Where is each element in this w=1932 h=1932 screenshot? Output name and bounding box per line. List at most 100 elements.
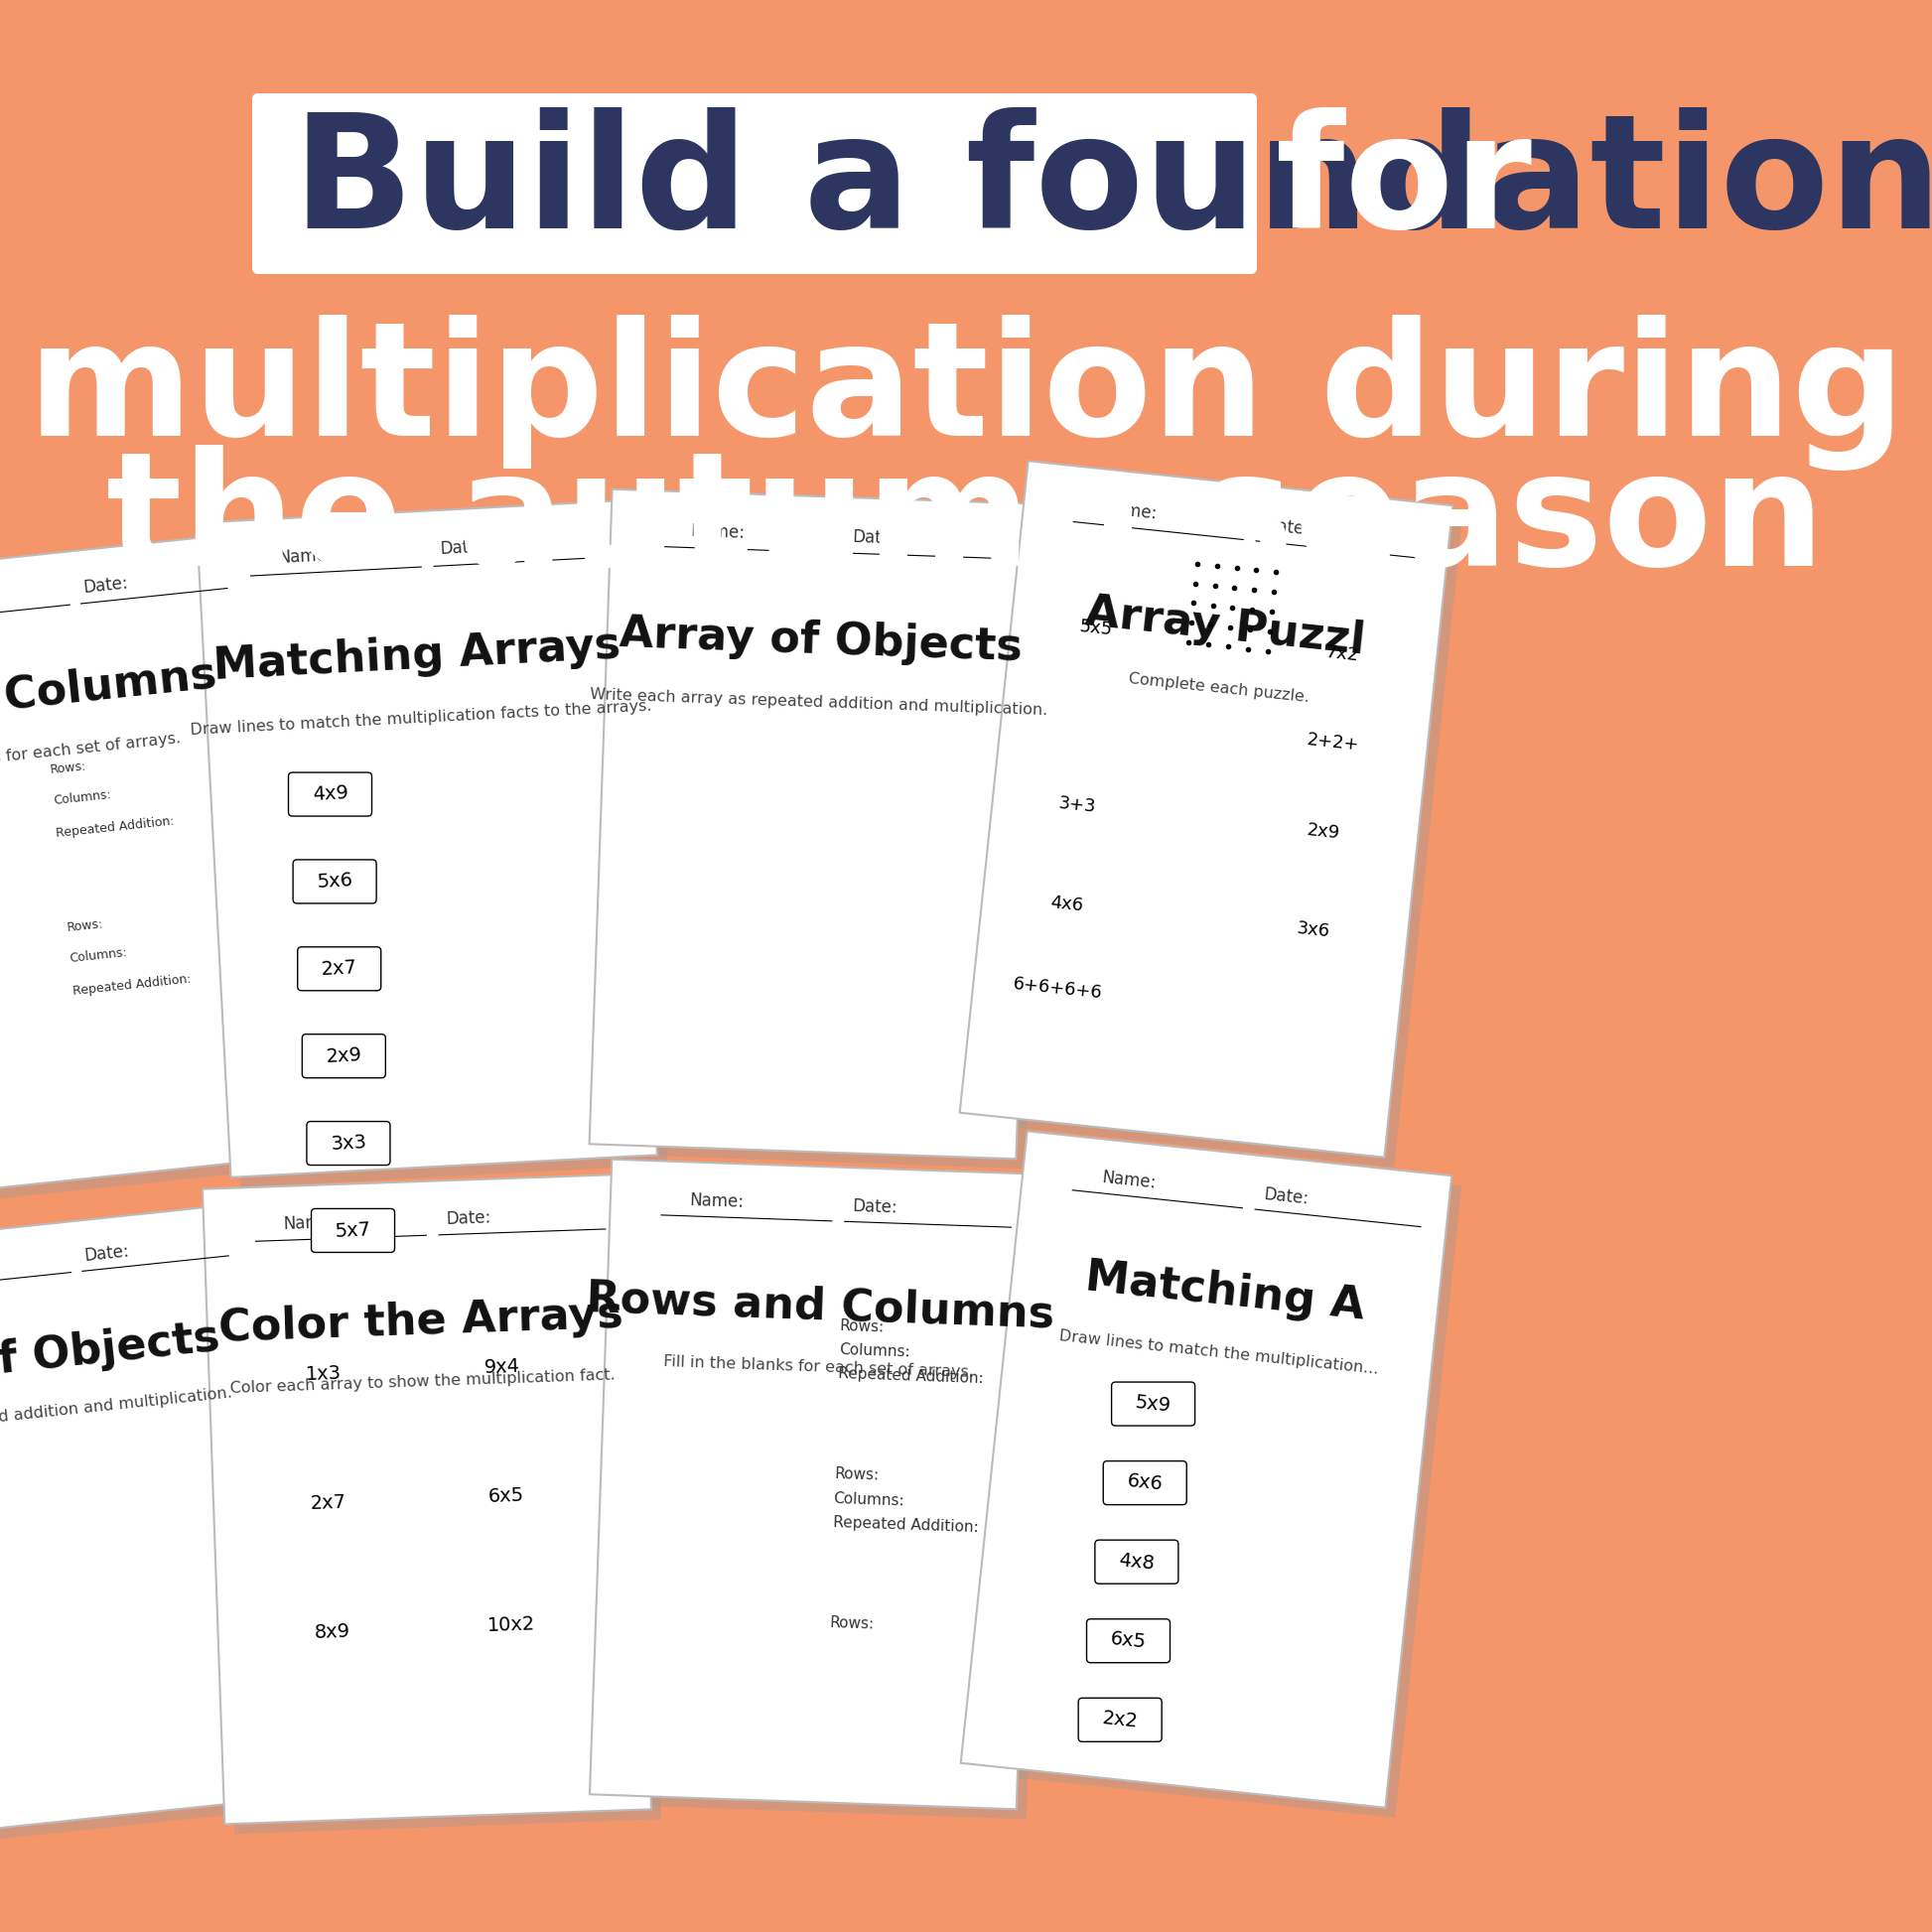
- Text: Write each array as repeated addition and multiplication.: Write each array as repeated addition an…: [589, 688, 1047, 719]
- FancyBboxPatch shape: [298, 947, 381, 991]
- Text: 2+2+: 2+2+: [1306, 730, 1360, 753]
- Text: 6+6+6+6: 6+6+6+6: [1012, 974, 1103, 1003]
- FancyBboxPatch shape: [1111, 1381, 1194, 1426]
- Text: 9x4: 9x4: [483, 1358, 520, 1378]
- Text: Date:: Date:: [83, 1242, 129, 1265]
- Polygon shape: [599, 498, 1049, 1169]
- FancyBboxPatch shape: [1103, 1461, 1186, 1505]
- Text: 5x9: 5x9: [1134, 1393, 1173, 1414]
- Text: 2x2: 2x2: [1101, 1708, 1140, 1731]
- Text: Matching A: Matching A: [1084, 1256, 1366, 1329]
- Text: Color the Arrays: Color the Arrays: [218, 1293, 624, 1350]
- Text: Date:: Date:: [446, 1208, 491, 1227]
- Text: nks for each set of arrays.: nks for each set of arrays.: [0, 730, 182, 767]
- Text: 4x6: 4x6: [1049, 895, 1084, 916]
- Polygon shape: [213, 1184, 661, 1833]
- Text: 2x7: 2x7: [309, 1493, 346, 1513]
- Text: Array of Objects: Array of Objects: [618, 612, 1022, 668]
- Text: Complete each puzzle.: Complete each puzzle.: [1128, 672, 1310, 705]
- FancyBboxPatch shape: [311, 1209, 394, 1252]
- Text: Name:: Name:: [690, 1192, 744, 1211]
- Polygon shape: [970, 1142, 1463, 1818]
- Text: Name:: Name:: [1103, 500, 1159, 524]
- Text: Rows and Columns: Rows and Columns: [585, 1277, 1055, 1335]
- Polygon shape: [589, 1159, 1039, 1808]
- Text: Rows:: Rows:: [50, 759, 87, 777]
- Text: Repeated Addition:: Repeated Addition:: [833, 1515, 978, 1534]
- Text: 4x8: 4x8: [1119, 1551, 1155, 1573]
- Polygon shape: [197, 500, 657, 1177]
- Text: 5x7: 5x7: [334, 1221, 371, 1240]
- Text: 4x9: 4x9: [311, 784, 348, 804]
- Text: Color each array to show the multiplication fact.: Color each array to show the multiplicat…: [230, 1368, 616, 1395]
- Text: 5x5: 5x5: [1078, 616, 1113, 638]
- Polygon shape: [0, 533, 309, 1194]
- Text: Date:: Date:: [440, 539, 487, 558]
- Polygon shape: [203, 1175, 651, 1824]
- Text: 6x5: 6x5: [1109, 1629, 1148, 1652]
- Text: Build a foundation: Build a foundation: [294, 106, 1932, 261]
- Polygon shape: [0, 1204, 307, 1835]
- Text: nd Columns: nd Columns: [0, 653, 218, 726]
- Text: 3x3: 3x3: [330, 1132, 367, 1153]
- Polygon shape: [970, 471, 1463, 1167]
- Polygon shape: [589, 489, 1039, 1159]
- Text: 10x2: 10x2: [487, 1615, 535, 1636]
- Text: Date:: Date:: [83, 574, 129, 597]
- Text: Date:: Date:: [1264, 1186, 1310, 1208]
- Text: y of Objects: y of Objects: [0, 1316, 222, 1389]
- Text: for: for: [1275, 106, 1532, 261]
- Text: Fill in the blanks for each set of arrays.: Fill in the blanks for each set of array…: [663, 1354, 974, 1379]
- Text: Columns:: Columns:: [52, 788, 112, 808]
- Text: 6x5: 6x5: [489, 1486, 526, 1507]
- Text: 2x9: 2x9: [1306, 821, 1341, 842]
- Text: the autumn season: the autumn season: [106, 444, 1826, 599]
- FancyBboxPatch shape: [307, 1121, 390, 1165]
- Text: Date:: Date:: [852, 527, 898, 547]
- FancyBboxPatch shape: [294, 860, 377, 904]
- FancyBboxPatch shape: [1086, 1619, 1171, 1663]
- Text: Rows:: Rows:: [66, 918, 104, 935]
- Text: Matching Arrays: Matching Arrays: [213, 624, 622, 688]
- Text: 8x9: 8x9: [313, 1621, 350, 1642]
- Text: s repeated addition and multiplication.: s repeated addition and multiplication.: [0, 1385, 232, 1434]
- Text: multiplication during: multiplication during: [27, 315, 1905, 469]
- Text: 3+3: 3+3: [1057, 794, 1097, 817]
- Text: 7x2: 7x2: [1325, 643, 1360, 665]
- Text: Repeated Addition:: Repeated Addition:: [56, 815, 176, 840]
- Text: Rows:: Rows:: [835, 1466, 879, 1484]
- Text: Draw lines to match the multiplication...: Draw lines to match the multiplication..…: [1059, 1329, 1379, 1378]
- Text: 2x9: 2x9: [325, 1045, 363, 1066]
- Text: Array Puzzl: Array Puzzl: [1084, 591, 1368, 663]
- Text: Name:: Name:: [278, 547, 332, 566]
- Polygon shape: [960, 1130, 1451, 1808]
- Text: Rows:: Rows:: [829, 1615, 875, 1633]
- Polygon shape: [207, 510, 667, 1186]
- Text: Date:: Date:: [1264, 516, 1310, 539]
- Text: Name:: Name:: [1101, 1169, 1157, 1192]
- Text: 5x6: 5x6: [317, 871, 354, 893]
- Polygon shape: [599, 1169, 1049, 1820]
- Text: Repeated Addition:: Repeated Addition:: [838, 1366, 983, 1385]
- FancyBboxPatch shape: [301, 1034, 386, 1078]
- Text: Repeated Addition:: Repeated Addition:: [71, 972, 191, 999]
- Text: Name:: Name:: [690, 522, 746, 543]
- Text: 1x3: 1x3: [305, 1364, 342, 1383]
- FancyBboxPatch shape: [253, 93, 1258, 274]
- Polygon shape: [960, 462, 1453, 1157]
- Text: Date:: Date:: [852, 1198, 898, 1217]
- Text: Rows:: Rows:: [840, 1318, 885, 1335]
- Text: 2x7: 2x7: [321, 958, 357, 980]
- FancyBboxPatch shape: [1095, 1540, 1179, 1584]
- Text: Name:: Name:: [282, 1213, 338, 1233]
- Polygon shape: [0, 543, 319, 1204]
- Text: 3x6: 3x6: [1296, 920, 1331, 941]
- Text: 6x6: 6x6: [1126, 1472, 1163, 1493]
- Text: Columns:: Columns:: [70, 947, 128, 966]
- Text: Columns:: Columns:: [833, 1492, 904, 1509]
- Polygon shape: [0, 1213, 319, 1845]
- FancyBboxPatch shape: [288, 773, 371, 815]
- Text: Draw lines to match the multiplication facts to the arrays.: Draw lines to match the multiplication f…: [189, 697, 651, 738]
- FancyBboxPatch shape: [1078, 1698, 1161, 1741]
- Text: Columns:: Columns:: [838, 1343, 910, 1360]
